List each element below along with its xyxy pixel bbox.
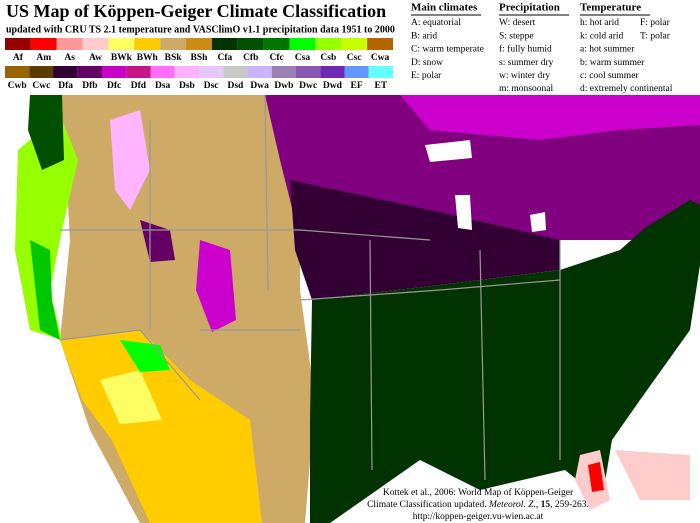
legend-swatch — [174, 66, 199, 78]
legend-label: Csa — [295, 53, 311, 63]
citation-part: , 259-263. — [550, 500, 589, 510]
legend-label: Cwb — [8, 81, 27, 91]
legend-label: BSh — [191, 53, 209, 63]
legend-label: Cfc — [269, 53, 283, 63]
key-item: W: desert — [499, 18, 536, 28]
legend-swatch — [5, 38, 31, 50]
legend: Af Am As Aw BWk BWh BSk BSh Cfa Cfb Cfc Csa Csb Csc Cw… — [5, 38, 393, 91]
legend-swatch — [82, 38, 109, 50]
subtitle: updated with CRU TS 2.1 temperature and … — [6, 24, 395, 35]
map — [0, 94, 700, 523]
legend-swatch — [199, 66, 224, 78]
key-item: b: warm summer — [580, 58, 645, 68]
key-item: D: snow — [411, 58, 443, 68]
key-item: A: equatorial — [411, 18, 461, 28]
legend-swatch — [263, 38, 290, 50]
legend-swatch — [271, 66, 296, 78]
legend-swatch — [108, 38, 135, 50]
legend-label: BSk — [165, 53, 183, 63]
legend-label: Cwc — [32, 81, 50, 91]
legend-label: Af — [13, 53, 24, 63]
legend-label: Csb — [320, 53, 336, 63]
legend-label: Csc — [347, 53, 362, 63]
title: US Map of Köppen-Geiger Climate Classifi… — [6, 1, 386, 21]
citation-part: 15 — [541, 500, 551, 510]
legend-swatch — [77, 66, 102, 78]
legend-swatch — [29, 66, 54, 78]
legend-swatch — [56, 38, 83, 50]
legend-swatch — [5, 66, 30, 78]
legend-swatch — [247, 66, 272, 78]
legend-swatch — [315, 38, 342, 50]
key-item: B: arid — [411, 31, 437, 41]
legend-swatch — [53, 66, 78, 78]
legend-label: Dwd — [323, 81, 343, 91]
legend-swatch — [211, 38, 238, 50]
legend-label: Cfa — [217, 53, 232, 63]
legend-label: Dwc — [299, 81, 317, 91]
legend-swatch — [150, 66, 175, 78]
citation-url: http://koppen-geiger.vu-wien.ac.at — [413, 512, 544, 522]
key-item: T: polar — [640, 31, 671, 41]
legend-swatch — [367, 38, 393, 50]
legend-swatch — [186, 38, 212, 50]
key-item: w: winter dry — [499, 71, 550, 81]
legend-label: Dsa — [155, 81, 171, 91]
legend-label: Dfa — [58, 81, 73, 91]
legend-label: Dsb — [179, 81, 195, 91]
legend-swatch — [30, 38, 57, 50]
legend-swatch — [134, 38, 161, 50]
legend-swatch — [296, 66, 321, 78]
legend-label: ET — [375, 81, 388, 91]
citation-part: Meteorol. Z. — [488, 500, 536, 510]
key-heading: Main climates — [411, 2, 478, 14]
legend-label: Dsd — [227, 81, 244, 91]
legend-swatch — [344, 66, 369, 78]
key-item: m: monsoonal — [499, 84, 553, 94]
legend-label: Cfb — [243, 53, 258, 63]
legend-label: Dfc — [107, 81, 121, 91]
key-item: c: cool summer — [580, 71, 639, 81]
key-item: S: steppe — [499, 31, 534, 41]
legend-label: Dfd — [131, 81, 147, 91]
legend-label: As — [64, 53, 75, 63]
key-item: k: cold arid — [580, 31, 624, 41]
legend-swatch — [368, 66, 393, 78]
legend-swatch — [320, 66, 345, 78]
legend-swatch — [223, 66, 248, 78]
legend-swatch — [289, 38, 316, 50]
legend-label: Dfb — [82, 81, 97, 91]
legend-label: BWk — [111, 53, 133, 63]
legend-label: BWh — [137, 53, 159, 63]
legend-swatch — [237, 38, 264, 50]
key-item: F: polar — [640, 18, 671, 28]
citation-line: Kottek et al., 2006: World Map of Köppen… — [383, 487, 574, 498]
citation-part: Climate Classification updated. — [367, 499, 489, 510]
legend-swatch — [341, 38, 368, 50]
citation-line: Climate Classification updated. Meteorol… — [367, 499, 589, 510]
key-item: s: summer dry — [499, 58, 554, 68]
key: Main climates A: equatorial B: arid C: warm… — [411, 2, 673, 94]
legend-label: EF — [351, 81, 363, 91]
legend-label: Dwa — [250, 81, 269, 91]
legend-label: Aw — [89, 53, 102, 63]
key-item: h: hot arid — [580, 18, 619, 28]
key-heading: Temperature — [580, 2, 641, 14]
key-item: f: fully humid — [499, 44, 552, 55]
legend-swatch — [126, 66, 151, 78]
key-item: E: polar — [411, 71, 442, 81]
citation-part: , — [536, 500, 541, 510]
legend-swatch — [102, 66, 127, 78]
key-item: d: extremely continental — [580, 84, 673, 94]
legend-swatch — [160, 38, 187, 50]
key-item: a: hot summer — [580, 45, 635, 55]
key-heading: Precipitation — [499, 2, 560, 14]
legend-label: Am — [36, 53, 51, 63]
legend-label: Dsc — [204, 81, 219, 91]
key-item: C: warm temperate — [411, 45, 484, 55]
legend-label: Cwa — [371, 53, 390, 63]
legend-label: Dwb — [274, 81, 293, 91]
